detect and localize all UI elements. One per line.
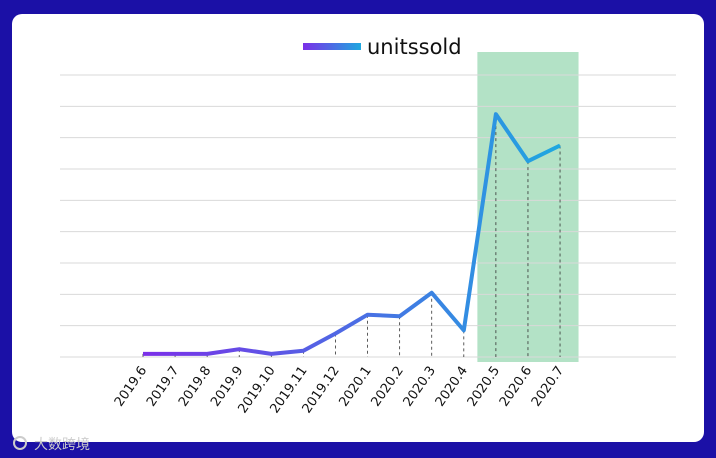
legend-swatch bbox=[303, 43, 361, 50]
series-line bbox=[143, 112, 561, 356]
legend-label: unitssold bbox=[367, 35, 462, 59]
highlight-band bbox=[477, 52, 579, 362]
watermark: 大数跨境 bbox=[34, 437, 90, 453]
watermark-logo bbox=[13, 436, 27, 450]
